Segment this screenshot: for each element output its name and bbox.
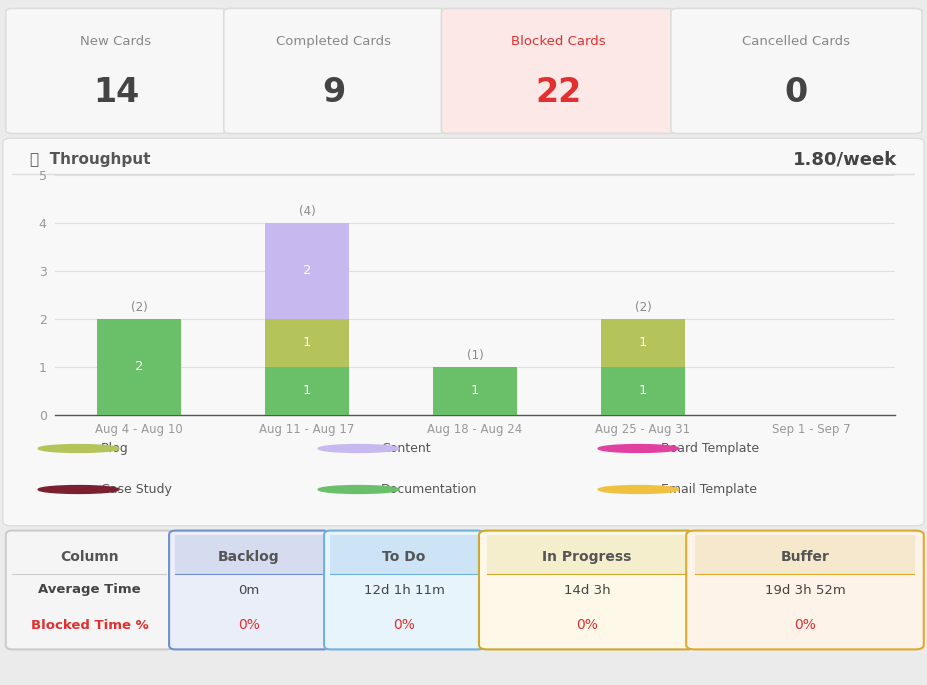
FancyBboxPatch shape (686, 531, 924, 649)
FancyBboxPatch shape (324, 531, 484, 649)
Circle shape (318, 445, 399, 452)
Text: Content: Content (381, 442, 431, 455)
Bar (601, 367, 685, 415)
Circle shape (598, 486, 679, 493)
Text: 1: 1 (471, 384, 479, 397)
FancyBboxPatch shape (6, 531, 173, 649)
Text: 0%: 0% (794, 618, 816, 632)
Text: Completed Cards: Completed Cards (276, 35, 391, 48)
Bar (695, 535, 915, 573)
Text: 2: 2 (134, 360, 144, 373)
FancyBboxPatch shape (441, 8, 675, 134)
Text: (2): (2) (635, 301, 652, 314)
Text: 19d 3h 52m: 19d 3h 52m (765, 584, 845, 597)
Text: 1: 1 (303, 384, 311, 397)
Text: Column: Column (60, 550, 119, 564)
FancyBboxPatch shape (671, 8, 922, 134)
Text: (1): (1) (466, 349, 483, 362)
FancyBboxPatch shape (169, 531, 329, 649)
Text: 1: 1 (639, 384, 647, 397)
Text: 0m: 0m (238, 584, 260, 597)
Text: 1: 1 (639, 336, 647, 349)
Text: (4): (4) (298, 206, 315, 219)
Text: 14: 14 (93, 76, 139, 109)
Bar (265, 319, 349, 367)
Text: 0%: 0% (238, 618, 260, 632)
Bar (97, 319, 181, 415)
Text: Blog: Blog (101, 442, 129, 455)
Text: Average Time: Average Time (38, 584, 141, 597)
Text: 12d 1h 11m: 12d 1h 11m (363, 584, 444, 597)
Circle shape (38, 486, 119, 493)
Text: Cancelled Cards: Cancelled Cards (743, 35, 850, 48)
Text: Case Study: Case Study (101, 483, 172, 496)
Bar (175, 535, 323, 573)
Text: 1.80/week: 1.80/week (793, 150, 897, 168)
Bar (265, 223, 349, 319)
Text: 0%: 0% (576, 618, 598, 632)
Bar (433, 367, 517, 415)
Bar (330, 535, 478, 573)
Text: Buffer: Buffer (781, 550, 830, 564)
Text: Board Template: Board Template (661, 442, 759, 455)
Circle shape (38, 445, 119, 452)
FancyBboxPatch shape (223, 8, 444, 134)
Text: Backlog: Backlog (218, 550, 280, 564)
Text: 0%: 0% (393, 618, 415, 632)
Text: Blocked Cards: Blocked Cards (511, 35, 605, 48)
FancyBboxPatch shape (479, 531, 695, 649)
Text: 9: 9 (323, 76, 346, 109)
Text: Email Template: Email Template (661, 483, 757, 496)
Text: Documentation: Documentation (381, 483, 477, 496)
FancyBboxPatch shape (3, 138, 924, 526)
Text: New Cards: New Cards (81, 35, 151, 48)
Circle shape (318, 486, 399, 493)
Text: Blocked Time %: Blocked Time % (31, 619, 148, 632)
Bar (12, 535, 167, 573)
Text: 0: 0 (785, 76, 808, 109)
FancyBboxPatch shape (6, 8, 226, 134)
Text: 📊  Throughput: 📊 Throughput (30, 151, 150, 166)
Bar (487, 535, 687, 573)
Bar (265, 367, 349, 415)
Bar (601, 319, 685, 367)
Text: 2: 2 (303, 264, 311, 277)
Text: To Do: To Do (382, 550, 425, 564)
Circle shape (598, 445, 679, 452)
Text: 1: 1 (303, 336, 311, 349)
Text: 14d 3h: 14d 3h (564, 584, 610, 597)
Text: (2): (2) (131, 301, 147, 314)
Text: 22: 22 (535, 76, 581, 109)
Text: In Progress: In Progress (542, 550, 631, 564)
